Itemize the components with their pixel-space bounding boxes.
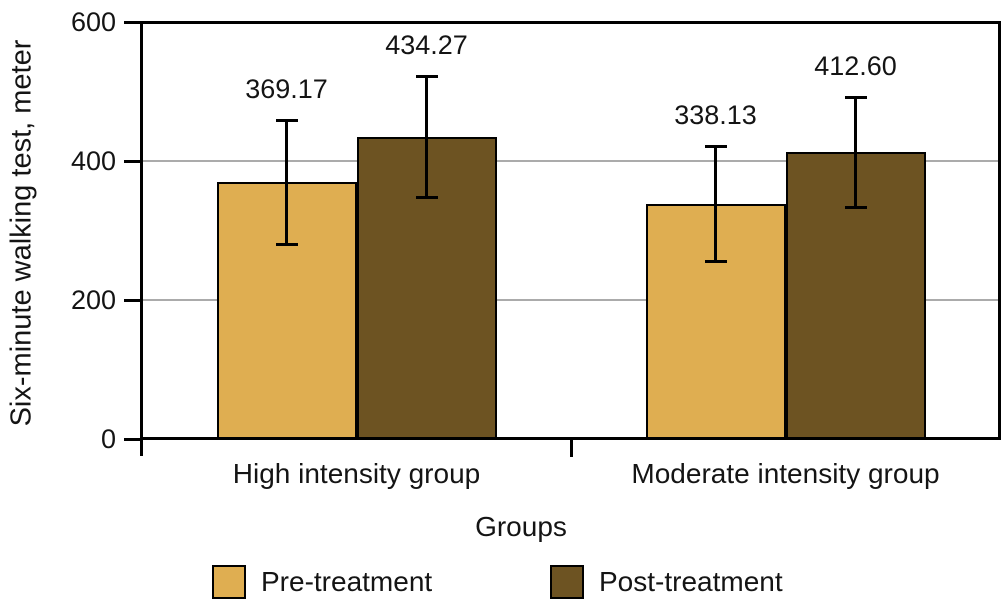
error-bar-stem: [425, 76, 428, 199]
y-axis-line: [140, 21, 143, 456]
y-tick-0: [124, 437, 140, 441]
y-tick-label-400: 400: [70, 146, 116, 176]
error-bar-stem: [854, 96, 857, 208]
gridline-400: [142, 160, 1000, 162]
legend-label-post-treatment: Post-treatment: [599, 566, 783, 597]
x-tick-group-boundary: [569, 440, 573, 457]
legend-swatch-post-treatment: [550, 565, 584, 599]
error-bar-stem: [285, 119, 288, 245]
error-bar-stem: [714, 146, 717, 262]
error-bar-cap-bottom: [415, 196, 438, 200]
x-category-label-moderate-intensity-group: Moderate intensity group: [631, 458, 940, 489]
y-tick-400: [124, 159, 140, 163]
legend-label-pre-treatment: Pre-treatment: [261, 566, 433, 597]
legend-item-post-treatment: Post-treatment: [550, 563, 783, 601]
x-axis-title: Groups: [475, 511, 567, 542]
y-tick-label-200: 200: [70, 285, 116, 315]
value-label-pre-treatment-high-intensity-group: 369.17: [245, 73, 328, 104]
plot-top-border: [142, 21, 1001, 24]
error-bar-cap-top: [844, 95, 867, 99]
error-bar-cap-bottom: [844, 205, 867, 209]
error-bar-cap-top: [415, 75, 438, 79]
y-tick-200: [124, 298, 140, 302]
error-bar-cap-top: [704, 145, 727, 149]
plot-right-border: [998, 21, 1001, 440]
x-axis-line: [140, 437, 1001, 440]
value-label-post-treatment-moderate-intensity-group: 412.60: [814, 50, 897, 81]
value-label-pre-treatment-moderate-intensity-group: 338.13: [674, 100, 757, 131]
legend-swatch-pre-treatment: [212, 565, 246, 599]
y-tick-label-600: 600: [70, 7, 116, 37]
y-tick-label-0: 0: [100, 424, 116, 454]
y-tick-600: [124, 20, 140, 24]
error-bar-cap-bottom: [275, 242, 298, 246]
plot-area: 369.17 434.27 338.13 412.60: [142, 22, 1000, 439]
y-axis-title: Six-minute walking test, meter: [5, 39, 38, 427]
x-category-label-high-intensity-group: High intensity group: [232, 458, 481, 489]
error-bar-cap-top: [275, 118, 298, 122]
legend-item-pre-treatment: Pre-treatment: [212, 563, 432, 601]
error-bar-cap-bottom: [704, 259, 727, 263]
gridline-200: [142, 299, 1000, 301]
value-label-post-treatment-high-intensity-group: 434.27: [385, 30, 468, 61]
